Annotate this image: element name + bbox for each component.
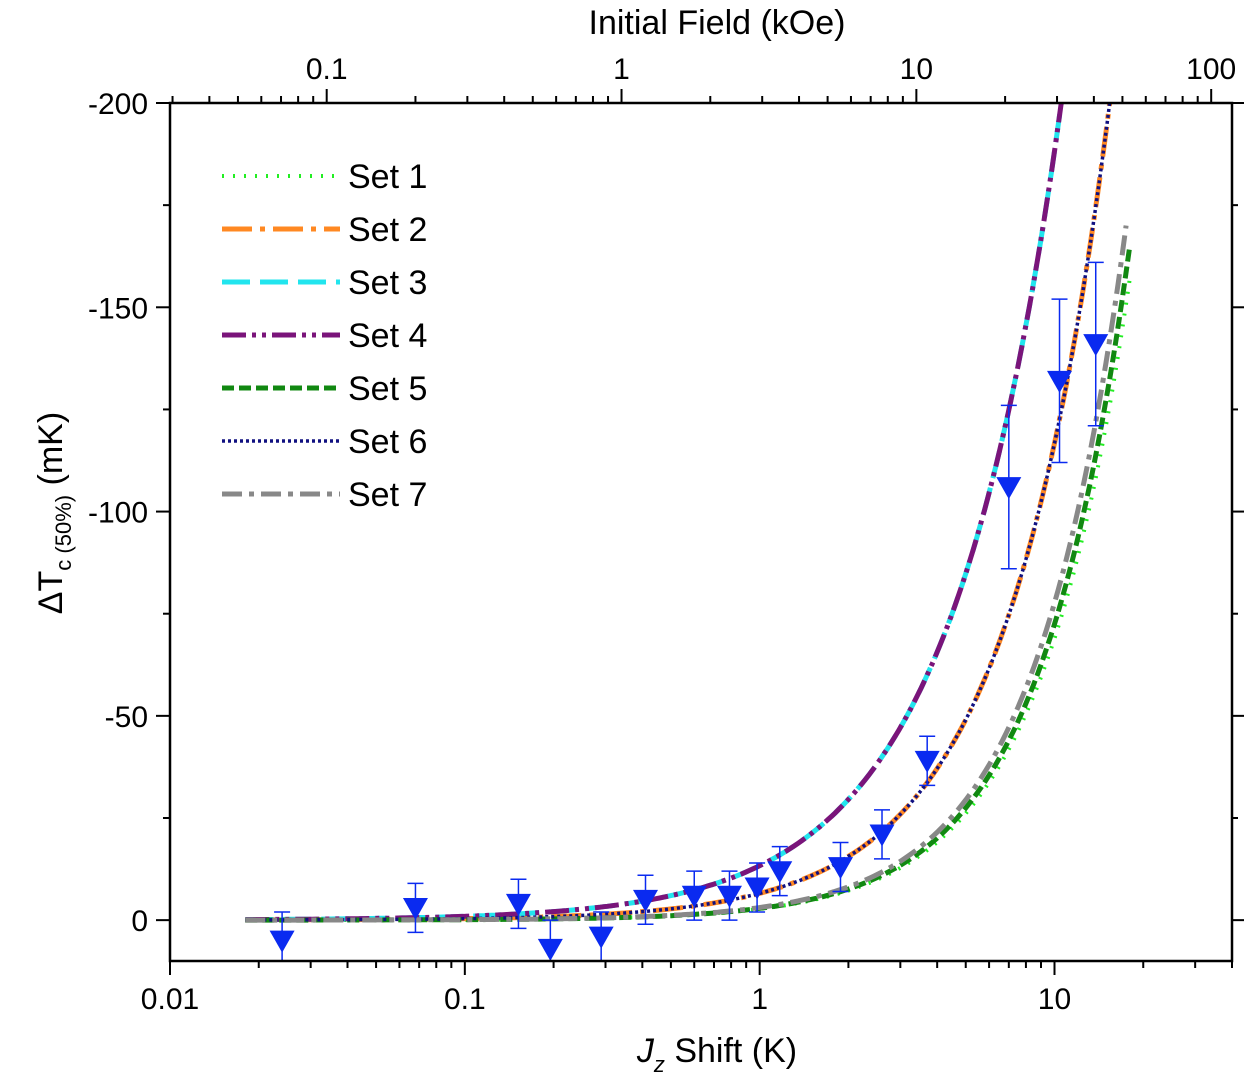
legend-label: Set 5 — [348, 370, 427, 408]
data-point — [869, 824, 895, 847]
x-tick-label: 10 — [1038, 983, 1071, 1016]
legend-label: Set 1 — [348, 158, 427, 196]
y-tick-label: -200 — [88, 88, 148, 121]
y-axis-title-main: T — [32, 571, 70, 592]
legend-label: Set 3 — [348, 264, 427, 302]
top-tick-label: 0.1 — [306, 53, 348, 86]
legend: Set 1 Set 2 Set 3 Set 4 Set 5 Set 6 Set 7 — [222, 158, 427, 514]
top-tick-label: 1 — [613, 53, 630, 86]
data-point — [1083, 334, 1109, 357]
x-axis-title-rest: Shift (K) — [665, 1032, 797, 1070]
top-tick-label: 10 — [900, 53, 933, 86]
data-point — [588, 926, 614, 949]
y-tick-label: -100 — [88, 497, 148, 530]
y-tick-label: -150 — [88, 292, 148, 325]
plot-frame — [168, 101, 1234, 963]
data-point — [505, 893, 531, 916]
data-point — [269, 930, 295, 953]
data-point — [744, 877, 770, 900]
data-point — [632, 889, 658, 912]
top-axis-title: Initial Field (kOe) — [589, 4, 846, 42]
data-point — [914, 750, 940, 773]
x-tick-label: 0.1 — [444, 983, 486, 1016]
data-point — [716, 885, 742, 908]
curve-set-7 — [245, 225, 1129, 923]
y-axis-title-delta: Δ — [32, 591, 70, 614]
x-axis-title: Jz Shift (K) — [636, 1032, 797, 1077]
y-axis-title-sub: c (50%) — [51, 495, 76, 571]
x-tick-label: 0.01 — [141, 983, 199, 1016]
data-point — [537, 938, 563, 961]
axis-ticks: 0.01 0.1 1 10 0.1 1 10 100 0 -50 -100 -150 -200 — [88, 53, 1244, 1016]
x-tick-label: 1 — [751, 983, 768, 1016]
fit-curves — [245, 103, 1133, 923]
y-axis-title-rest: (mK) — [32, 412, 70, 495]
y-axis-title: ΔTc (50%) (mK) — [32, 412, 76, 614]
x-axis-title-symbol: J — [636, 1032, 655, 1070]
data-point — [402, 897, 428, 920]
measured-points — [269, 261, 1109, 961]
legend-label: Set 7 — [348, 476, 427, 514]
data-point — [767, 861, 793, 884]
data-point — [681, 885, 707, 908]
legend-label: Set 2 — [348, 211, 427, 249]
top-tick-label: 100 — [1186, 53, 1236, 86]
y-tick-label: -50 — [105, 701, 148, 734]
y-tick-label: 0 — [131, 905, 148, 938]
x-axis-title-sub: z — [653, 1052, 665, 1077]
legend-label: Set 6 — [348, 423, 427, 461]
data-point — [1047, 370, 1073, 393]
data-point — [827, 857, 853, 880]
curve-set-4 — [245, 103, 1064, 923]
legend-label: Set 4 — [348, 317, 427, 355]
data-point — [996, 477, 1022, 500]
